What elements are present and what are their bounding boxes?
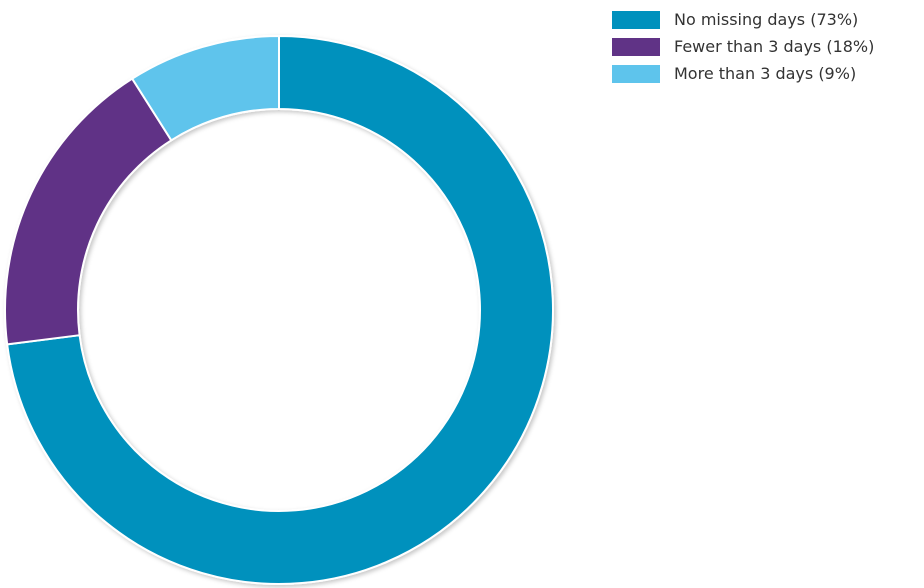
legend-label-more-than-3-days: More than 3 days (9%) <box>674 64 857 83</box>
slice-fewer-than-3-days <box>4 77 173 346</box>
slice-more-than-3-days <box>130 34 280 142</box>
legend-swatch-fewer-than-3-days <box>612 37 660 56</box>
legend: No missing days (73%) Fewer than 3 days … <box>612 6 874 87</box>
legend-label-no-missing-days: No missing days (73%) <box>674 10 859 29</box>
legend-item-no-missing-days: No missing days (73%) <box>612 6 874 33</box>
legend-item-more-than-3-days: More than 3 days (9%) <box>612 60 874 87</box>
legend-swatch-more-than-3-days <box>612 64 660 83</box>
slice-no-missing-days <box>6 34 554 585</box>
legend-swatch-no-missing-days <box>612 10 660 29</box>
legend-item-fewer-than-3-days: Fewer than 3 days (18%) <box>612 33 874 60</box>
legend-label-fewer-than-3-days: Fewer than 3 days (18%) <box>674 37 875 56</box>
donut-slices <box>4 34 554 585</box>
